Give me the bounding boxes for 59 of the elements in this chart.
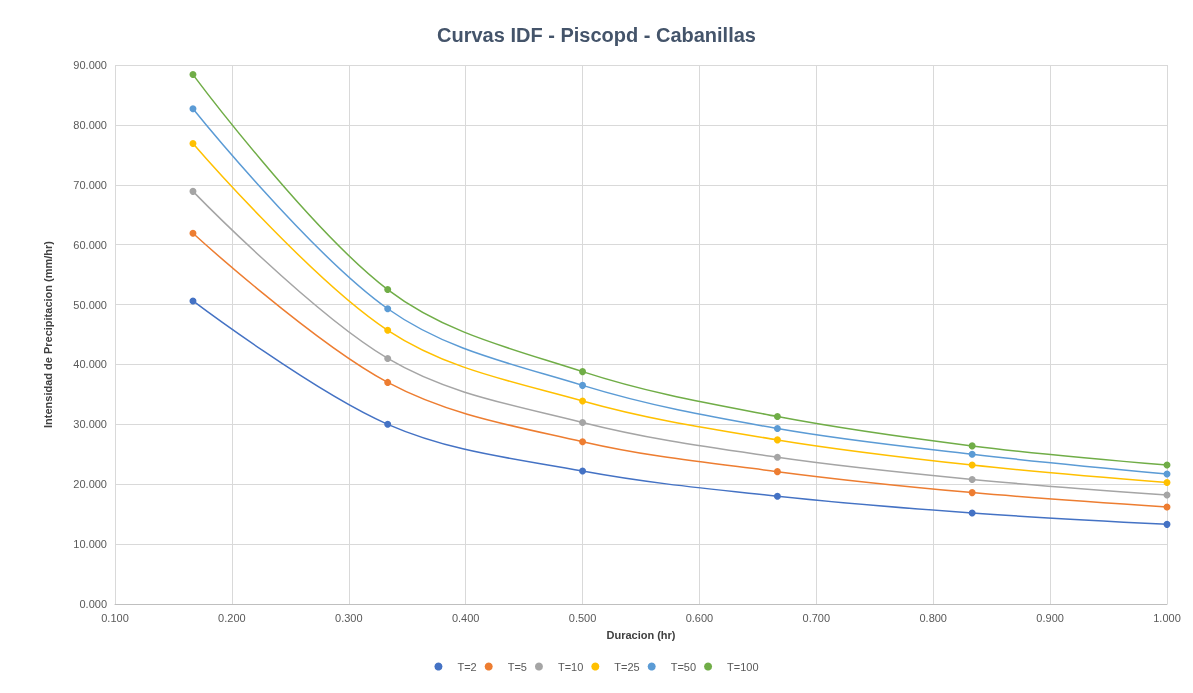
point [773, 436, 781, 444]
y-tick-label: 80.000 [73, 118, 107, 131]
x-tick-label: 0.100 [101, 611, 129, 624]
point [968, 442, 976, 450]
point [189, 187, 197, 195]
x-tick-label: 0.200 [218, 611, 246, 624]
point [773, 468, 781, 476]
x-tick-label: 0.700 [802, 611, 831, 624]
x-tick-label: 0.500 [568, 611, 597, 624]
point [189, 139, 197, 147]
point [384, 305, 392, 313]
point [968, 509, 976, 517]
point [773, 413, 781, 421]
point [189, 229, 197, 237]
point [968, 475, 976, 483]
point [773, 492, 781, 500]
point [189, 105, 197, 113]
point [384, 420, 392, 428]
point [579, 467, 587, 475]
x-tick-label: 0.400 [451, 611, 480, 624]
point [384, 378, 392, 386]
legend-label: T=50 [670, 660, 697, 673]
point [579, 438, 587, 446]
y-tick-label: 10.000 [73, 538, 107, 551]
y-tick-label: 90.000 [73, 59, 107, 71]
x-tick-label: 1.000 [1153, 611, 1181, 624]
point [968, 489, 976, 497]
x-axis-title: Duracion (hr) [606, 628, 676, 641]
y-axis-title: Intensidad de Precipitacion (mm/hr) [41, 240, 54, 429]
point [189, 71, 197, 79]
y-tick-label: 0.000 [79, 598, 107, 610]
x-tick-label: 0.800 [919, 611, 947, 624]
y-tick-label: 20.000 [73, 478, 107, 491]
legend-label: T=10 [557, 660, 584, 673]
point [1163, 520, 1171, 528]
x-tick-label: 0.900 [1036, 611, 1064, 624]
point [579, 381, 587, 389]
y-tick-label: 40.000 [73, 358, 107, 371]
point [384, 286, 392, 294]
y-tick-label: 30.000 [73, 418, 107, 431]
point [773, 425, 781, 433]
x-tick-label: 0.300 [335, 611, 363, 624]
y-tick-label: 60.000 [73, 238, 107, 251]
point [1163, 478, 1171, 486]
y-tick-label: 70.000 [73, 178, 107, 191]
point [968, 450, 976, 458]
legend-label: T=100 [727, 660, 759, 673]
point [579, 419, 587, 427]
legend-label: T=5 [507, 660, 527, 673]
x-tick-label: 0.600 [685, 611, 714, 624]
chart-title: Curvas IDF - Piscopd - Cabanillas [437, 24, 756, 46]
point [773, 453, 781, 461]
point [579, 368, 587, 376]
legend-label: T=2 [457, 660, 477, 673]
y-tick-label: 50.000 [73, 298, 107, 311]
point [384, 326, 392, 334]
point [384, 354, 392, 362]
point [579, 397, 587, 405]
legend-label: T=25 [614, 660, 640, 673]
